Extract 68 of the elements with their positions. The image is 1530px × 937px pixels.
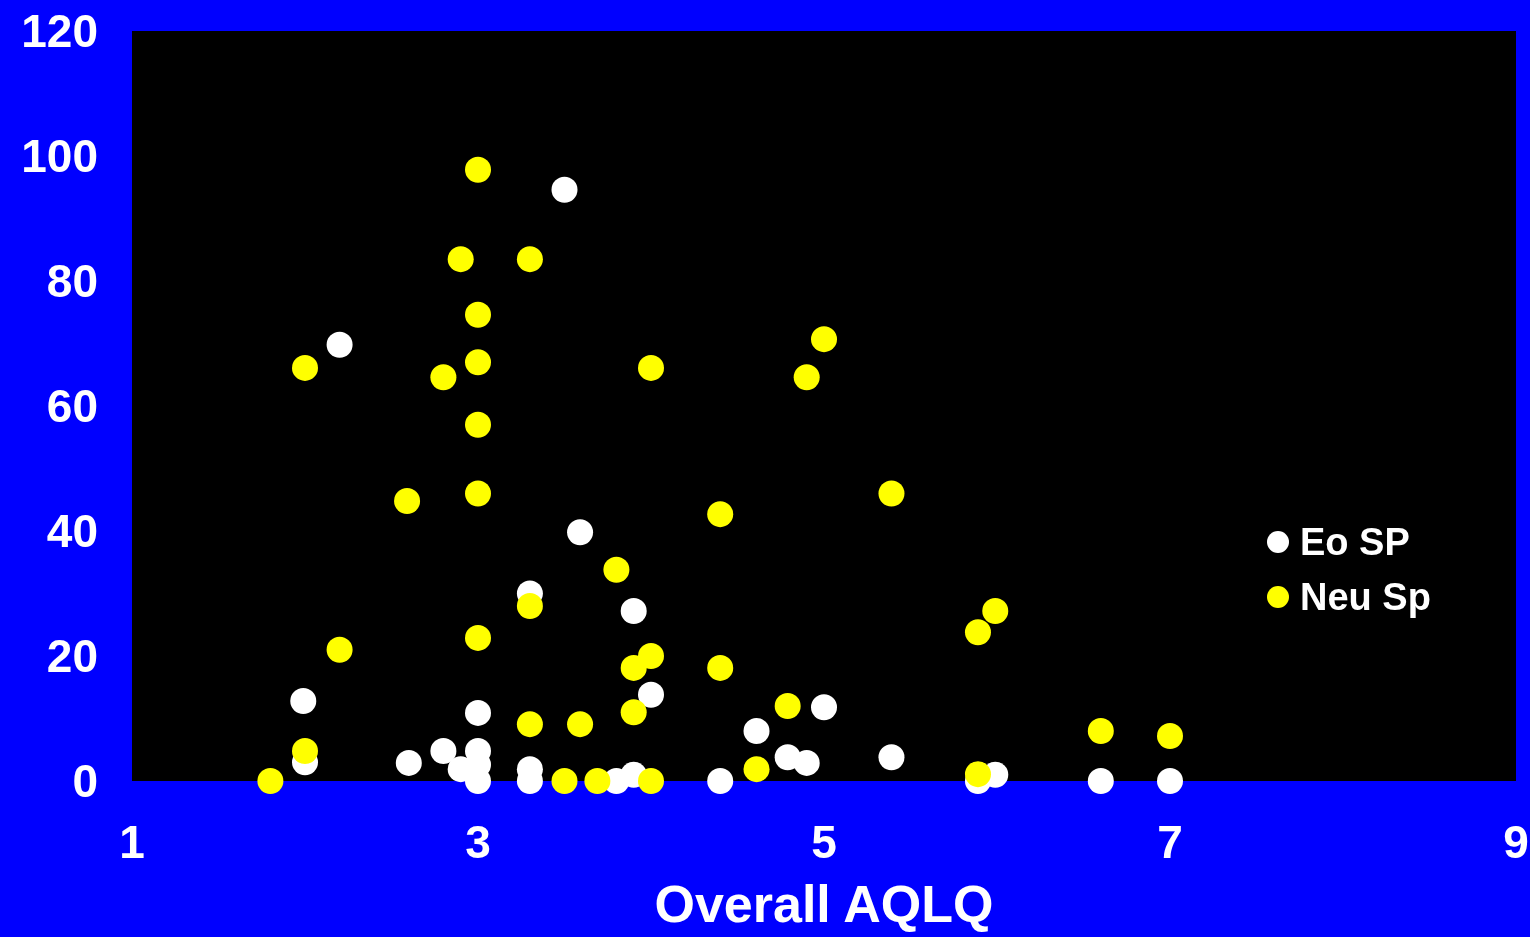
point [620,654,647,681]
point [638,354,664,381]
point [707,654,734,681]
y-tick-label: 60 [46,380,98,433]
point [326,331,353,358]
point [774,693,801,719]
point [743,718,770,744]
point [1087,768,1114,794]
point [793,749,820,776]
point [551,176,578,203]
x-tick-label: 7 [1157,816,1183,868]
point [257,768,284,794]
y-tick-label: 80 [46,255,98,308]
point [620,699,647,726]
point [290,688,317,714]
point [603,556,630,583]
point [465,156,491,183]
x-tick-label: 3 [465,816,491,868]
point [811,326,837,353]
point [811,694,837,721]
point [516,246,543,273]
y-tick-label: 40 [46,505,98,558]
point [430,738,457,764]
point [964,619,991,646]
point [567,519,594,546]
x-tick-label: 5 [811,816,837,868]
point [793,364,820,391]
y-tick-label: 100 [21,130,98,183]
point [638,643,664,669]
point [395,749,422,776]
point [465,699,491,726]
point [447,246,474,273]
point [465,480,491,507]
x-axis-title: Overall AQLQ [654,875,994,933]
point [326,636,353,663]
point [292,354,318,381]
point [465,411,491,438]
point [620,598,647,624]
point [465,624,491,651]
point [878,480,905,507]
point [567,711,594,738]
point [878,744,905,771]
y-tick-label: 0 [72,755,98,808]
point [707,501,734,528]
y-tick-label: 20 [46,630,98,683]
x-tick-label: 1 [119,816,145,868]
y-tick-label: 120 [21,5,98,58]
point [964,761,991,788]
x-tick-label: 9 [1503,816,1529,868]
point [292,738,318,764]
point [516,711,543,738]
point [982,598,1009,624]
point [1157,768,1183,794]
point [584,768,611,794]
point [638,768,664,794]
point [465,301,491,328]
point [516,593,543,619]
point [394,488,421,514]
point [1157,723,1183,749]
point [430,364,457,391]
point [465,349,491,376]
point [551,768,578,794]
point [638,681,664,708]
legend-label: Neu Sp [1300,576,1431,619]
legend-label: Eo SP [1300,521,1410,564]
point [707,768,734,794]
point [743,756,770,783]
point [1087,718,1114,744]
